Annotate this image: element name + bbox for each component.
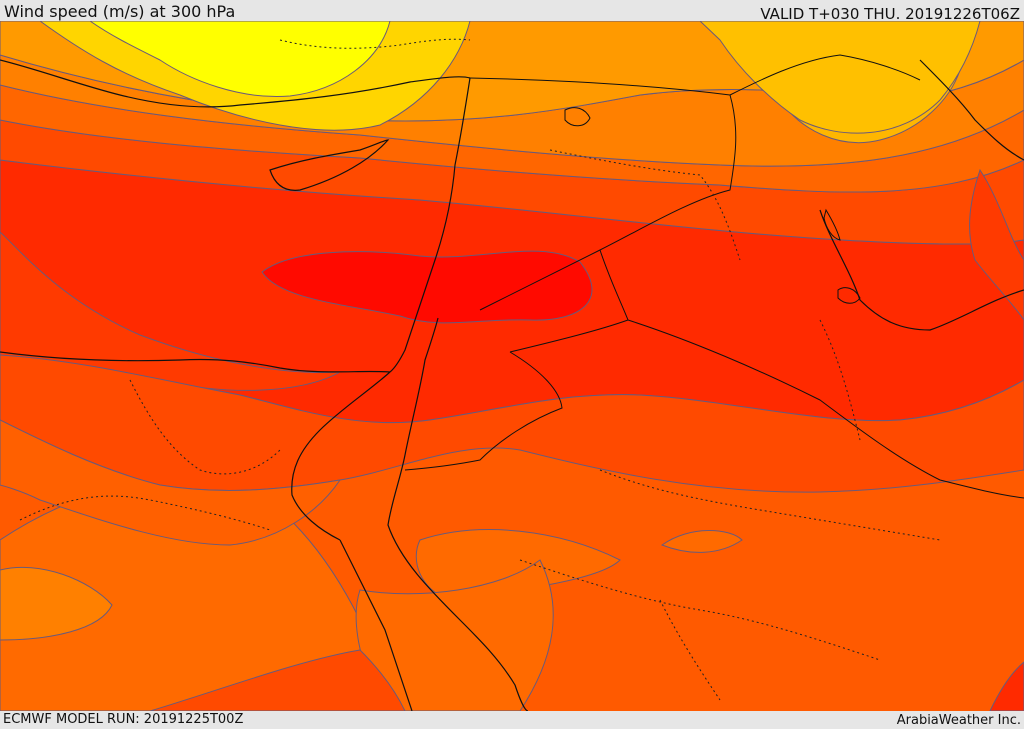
band-south-pocket [660, 530, 743, 553]
border-iraq-saudi [599, 249, 1024, 499]
band-south-central [415, 529, 621, 601]
internal-boundary-8 [659, 599, 721, 701]
internal-boundary-1 [129, 379, 281, 475]
coast-red-sea-west [339, 539, 413, 711]
internal-boundaries [19, 38, 941, 701]
coast-sinai-west [291, 371, 391, 541]
band-bottom-left [149, 649, 406, 711]
header-bar: Wind speed (m/s) at 300 hPa VALID T+030 … [0, 0, 1024, 23]
coast-caspian-edge [919, 59, 1024, 161]
band-south-west-pocket [0, 566, 113, 641]
internal-boundary-6 [279, 38, 471, 49]
band-north-core [89, 21, 391, 98]
wind-speed-map[interactable] [0, 21, 1024, 711]
model-run: ECMWF MODEL RUN: 20191225T00Z [3, 712, 244, 727]
map-canvas [0, 21, 1024, 711]
island-bahrain [837, 287, 861, 304]
border-saudi-north [509, 319, 629, 353]
borders [404, 54, 1024, 499]
coast-egypt-north [0, 351, 391, 373]
border-jordan-saudi [404, 351, 563, 471]
coast-cyprus [269, 139, 390, 191]
band-south-east-strip [355, 559, 554, 711]
credit: ArabiaWeather Inc. [896, 713, 1021, 728]
internal-boundary-4 [19, 495, 271, 531]
border-iraq-iran [729, 54, 921, 96]
internal-boundary-2 [549, 149, 741, 261]
band-bottom-right-corner [989, 661, 1024, 711]
coast-gulf-aqaba [404, 317, 439, 456]
map-title: Wind speed (m/s) at 300 hPa [4, 2, 236, 21]
internal-boundary-5 [519, 559, 881, 661]
footer-bar: ECMWF MODEL RUN: 20191225T00Z ArabiaWeat… [0, 711, 1024, 729]
coast-persian-gulf [819, 209, 1024, 331]
coastlines [0, 59, 1024, 711]
band-west-lower [0, 419, 342, 546]
coast-levant [389, 77, 471, 373]
lake-van [564, 107, 591, 127]
valid-time: VALID T+030 THU. 20191226T06Z [760, 5, 1020, 23]
coast-turkey-south [0, 59, 471, 108]
coast-red-sea-east [387, 454, 529, 711]
band-north-east-yellow [699, 21, 981, 134]
border-syria-iraq [469, 77, 737, 311]
internal-boundary-3 [599, 469, 941, 541]
small-features [564, 107, 861, 304]
band-jet-core [261, 250, 593, 324]
lake-qatar-area [823, 208, 841, 241]
